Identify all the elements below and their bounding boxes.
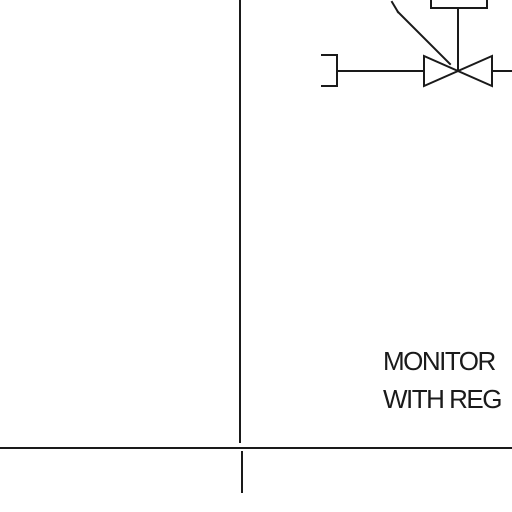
sensing-line (390, 0, 452, 66)
pipe-cap-icon (321, 54, 338, 87)
diagram-caption: MONITOR WITH REG (383, 342, 503, 418)
caption-line-2: WITH REG (383, 384, 503, 414)
globe-valve-icon (423, 54, 493, 88)
caption-line-1: MONITOR (383, 346, 496, 376)
valve-actuator-icon (430, 0, 488, 72)
